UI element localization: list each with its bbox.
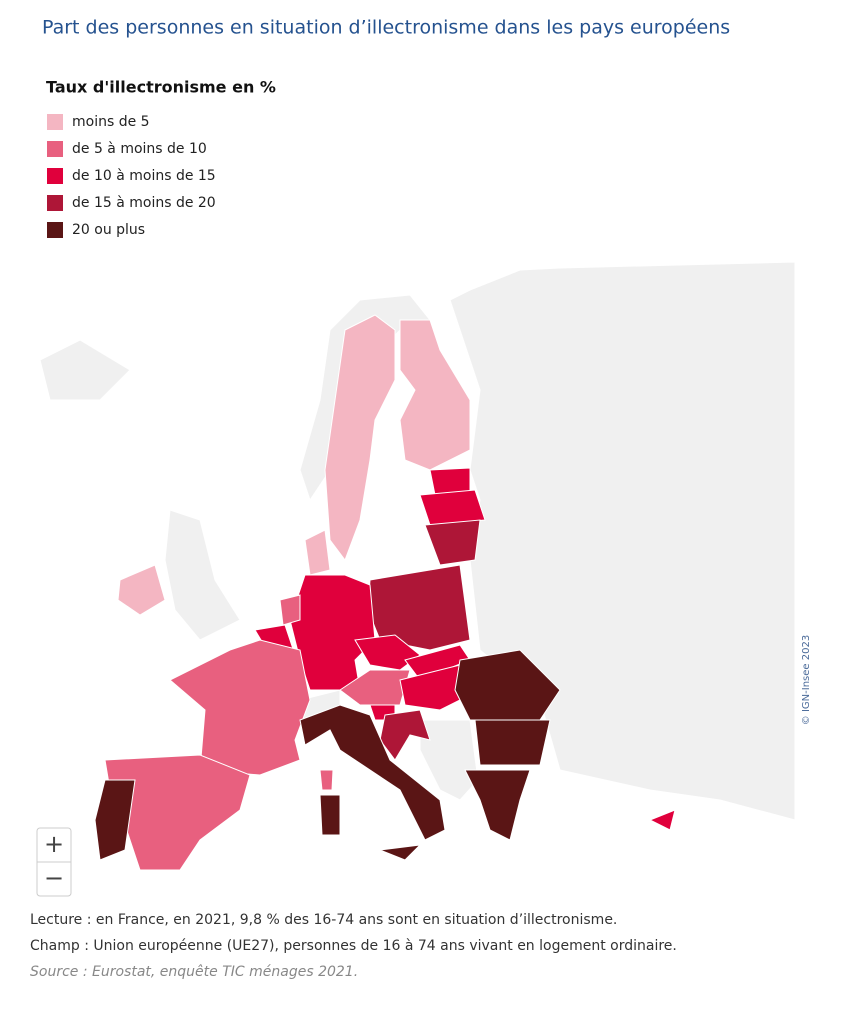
country <box>169 639 311 776</box>
legend-label: de 5 à moins de 10 <box>72 141 207 157</box>
country <box>117 564 166 616</box>
legend-swatch <box>47 222 63 238</box>
legend-label: de 10 à moins de 15 <box>72 168 216 184</box>
country <box>94 779 136 861</box>
country <box>648 809 676 831</box>
attribution: © IGN-Insee 2023 <box>801 635 812 725</box>
country <box>379 844 422 861</box>
country <box>289 574 376 691</box>
country <box>279 594 301 626</box>
country <box>399 664 471 711</box>
land <box>164 509 241 641</box>
country <box>304 529 331 576</box>
country <box>424 519 481 566</box>
map-title: Part des personnes en situation d’illect… <box>42 17 730 39</box>
champ-note: Champ : Union européenne (UE27), personn… <box>30 938 677 954</box>
land <box>39 339 131 401</box>
country <box>319 769 334 791</box>
land <box>419 719 479 801</box>
legend-title: Taux d'illectronisme en % <box>46 78 276 97</box>
legend: moins de 5 de 5 à moins de 10 de 10 à moin… <box>47 114 216 238</box>
legend-label: moins de 5 <box>72 114 150 130</box>
country <box>419 489 486 526</box>
country <box>464 769 531 841</box>
legend-label: de 15 à moins de 20 <box>72 195 216 211</box>
legend-label: 20 ou plus <box>72 222 145 238</box>
country <box>299 704 446 841</box>
country <box>474 719 551 766</box>
zoom-out[interactable]: − <box>44 864 64 892</box>
country <box>319 794 341 836</box>
legend-swatch <box>47 168 63 184</box>
zoom-in[interactable]: + <box>44 830 64 858</box>
country <box>324 314 396 562</box>
legend-swatch <box>47 114 63 130</box>
country <box>399 319 471 471</box>
zoom-control: + − <box>36 827 72 897</box>
legend-swatch <box>47 195 63 211</box>
map[interactable] <box>39 261 796 871</box>
source-note: Source : Eurostat, enquête TIC ménages 2… <box>30 964 358 980</box>
legend-swatch <box>47 141 63 157</box>
lecture-note: Lecture : en France, en 2021, 9,8 % des … <box>30 912 617 928</box>
